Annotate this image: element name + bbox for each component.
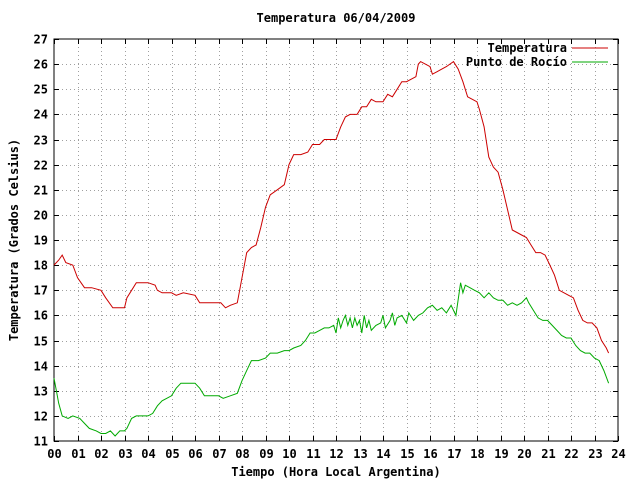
legend: Temperatura Punto de Rocío xyxy=(466,41,608,69)
x-tick-label: 10 xyxy=(282,447,296,461)
grid xyxy=(54,39,618,441)
x-tick-label: 18 xyxy=(470,447,484,461)
x-tick-label: 22 xyxy=(564,447,578,461)
x-tick-label: 06 xyxy=(188,447,202,461)
y-tick-label: 20 xyxy=(34,209,48,223)
y-tick-label: 15 xyxy=(34,335,48,349)
y-tick-label: 23 xyxy=(34,134,48,148)
y-tick-label: 16 xyxy=(34,309,48,323)
y-tick-label: 25 xyxy=(34,83,48,97)
x-axis-label: Tiempo (Hora Local Argentina) xyxy=(231,465,441,479)
y-tick-label: 11 xyxy=(34,435,48,449)
x-tick-label: 19 xyxy=(494,447,508,461)
x-tick-label: 15 xyxy=(400,447,414,461)
y-tick-label: 18 xyxy=(34,259,48,273)
x-tick-label: 21 xyxy=(541,447,555,461)
x-tick-label: 09 xyxy=(259,447,273,461)
x-tick-label: 14 xyxy=(376,447,390,461)
series-line-punto-de-rocio xyxy=(53,282,610,437)
x-tick-label: 17 xyxy=(447,447,461,461)
x-tick-label: 13 xyxy=(353,447,367,461)
x-tick-label: 04 xyxy=(141,447,155,461)
y-tick-label: 21 xyxy=(34,184,48,198)
y-tick-label: 14 xyxy=(34,360,48,374)
y-tick-label: 27 xyxy=(34,33,48,47)
x-tick-label: 03 xyxy=(118,447,132,461)
legend-label-temperatura: Temperatura xyxy=(488,41,567,55)
series-line-temperatura xyxy=(53,60,610,354)
legend-label-punto-de-rocio: Punto de Rocío xyxy=(466,55,567,69)
x-tick-label: 01 xyxy=(71,447,85,461)
x-tick-label: 05 xyxy=(165,447,179,461)
x-tick-label: 12 xyxy=(329,447,343,461)
y-tick-label: 17 xyxy=(34,284,48,298)
x-tick-label: 08 xyxy=(235,447,249,461)
y-axis-label: Temperatura (Grados Celsius) xyxy=(7,139,21,341)
x-tick-label: 20 xyxy=(517,447,531,461)
x-tick-label: 16 xyxy=(423,447,437,461)
ticks: 00 01 02 03 04 05 06 07 08 09 10 11 12 13 14 15 16 17 18 19… xyxy=(34,33,626,462)
y-tick-label: 26 xyxy=(34,58,48,72)
chart-title: Temperatura 06/04/2009 xyxy=(257,11,416,25)
x-tick-label: 24 xyxy=(611,447,625,461)
y-tick-label: 24 xyxy=(34,108,48,122)
x-tick-label: 11 xyxy=(306,447,320,461)
x-tick-label: 02 xyxy=(94,447,108,461)
series xyxy=(53,60,610,437)
y-tick-label: 13 xyxy=(34,385,48,399)
x-tick-label: 23 xyxy=(588,447,602,461)
x-tick-label: 00 xyxy=(47,447,61,461)
y-tick-label: 19 xyxy=(34,234,48,248)
y-tick-label: 12 xyxy=(34,410,48,424)
y-tick-label: 22 xyxy=(34,159,48,173)
x-tick-label: 07 xyxy=(212,447,226,461)
